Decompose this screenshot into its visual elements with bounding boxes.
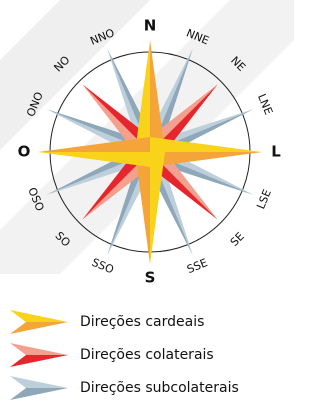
page: NNNENELNELLSESESSESSSOSOOSOOONONONNO Dir… — [0, 0, 320, 402]
direction-label: SSE — [185, 256, 209, 276]
legend-swatch — [10, 310, 68, 322]
direction-label: SE — [228, 230, 247, 249]
legend-label: Direções subcolaterais — [80, 380, 239, 396]
direction-label: N — [144, 17, 157, 35]
direction-label: LSE — [254, 187, 274, 211]
legend: Direções cardeais Direções colaterais Di… — [10, 310, 239, 400]
legend-swatch — [10, 355, 68, 367]
cardinal-point — [135, 152, 150, 264]
legend-label: Direções colaterais — [80, 347, 214, 363]
direction-label: SSO — [90, 256, 116, 277]
legend-label: Direções cardeais — [80, 314, 204, 330]
direction-label: L — [271, 143, 281, 161]
legend-swatch — [10, 376, 68, 388]
cardinal-point — [150, 152, 262, 167]
legend-swatch — [10, 322, 68, 334]
direction-label: S — [145, 269, 156, 287]
cardinal-point — [150, 152, 165, 264]
cardinal-point — [150, 137, 262, 152]
direction-label: O — [18, 143, 31, 161]
direction-label: LNE — [255, 92, 275, 117]
legend-swatch — [10, 388, 68, 400]
legend-swatch — [10, 343, 68, 355]
